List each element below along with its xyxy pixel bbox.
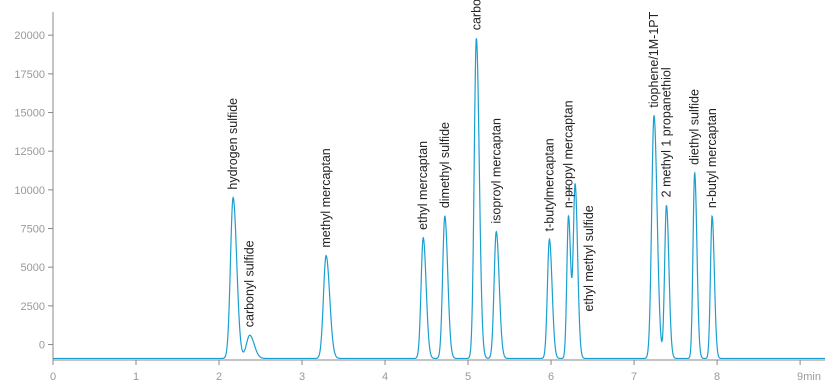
- y-tick-label: 2500: [21, 301, 45, 313]
- x-tick-label: 7: [631, 371, 637, 383]
- peak-label: dimethyl sulfide: [438, 122, 452, 208]
- y-tick-label: 15000: [14, 108, 45, 120]
- peak-label: diethyl sulfide: [688, 89, 702, 165]
- x-tick-label: 5: [465, 371, 471, 383]
- y-tick-label: 7500: [21, 224, 45, 236]
- x-tick-label: 3: [299, 371, 305, 383]
- x-tick-label: 4: [382, 371, 388, 383]
- peak-label: ethyl mercaptan: [416, 141, 430, 230]
- peak-label: n-butyl mercaptan: [705, 108, 719, 208]
- x-tick-label: 0: [50, 371, 56, 383]
- peak-label: isoproyl mercaptan: [489, 118, 503, 224]
- peak-label: methyl mercaptan: [319, 148, 333, 247]
- peak-label: carbonyl sulfide: [243, 240, 257, 327]
- x-tick-label: 1: [133, 371, 139, 383]
- x-tick-label: 6: [548, 371, 554, 383]
- y-tick-label: 12500: [14, 146, 45, 158]
- peak-label: hydrogen sulfide: [226, 98, 240, 190]
- x-unit-label: min: [803, 371, 821, 383]
- x-axis: 0 1 2 3 4 5 6 7 8 9 min: [50, 359, 825, 383]
- peak-label: t-butylmercaptan: [542, 138, 556, 231]
- chromatogram-trace: [53, 38, 825, 360]
- peak-label: carbon disulfide: [469, 0, 483, 30]
- x-tick-label: 8: [714, 371, 720, 383]
- peak-label: tiophene/1M-1PT: [647, 11, 661, 107]
- peak-label: n-propyl mercaptan: [562, 100, 576, 208]
- x-tick-label: 2: [216, 371, 222, 383]
- peak-label: ethyl methyl sulfide: [582, 205, 596, 311]
- y-tick-label: 0: [39, 340, 45, 352]
- y-tick-label: 5000: [21, 262, 45, 274]
- y-tick-label: 20000: [14, 30, 45, 42]
- y-tick-label: 10000: [14, 185, 45, 197]
- y-axis: 0 2500 5000 7500 10000 12500 15000 17500 20000: [14, 12, 54, 360]
- peak-labels: hydrogen sulfide carbonyl sulfide methyl m…: [226, 0, 719, 327]
- x-tick-label: 9: [797, 371, 803, 383]
- y-tick-label: 17500: [14, 69, 45, 81]
- peak-label: 2 methyl 1 propanethiol: [659, 67, 673, 197]
